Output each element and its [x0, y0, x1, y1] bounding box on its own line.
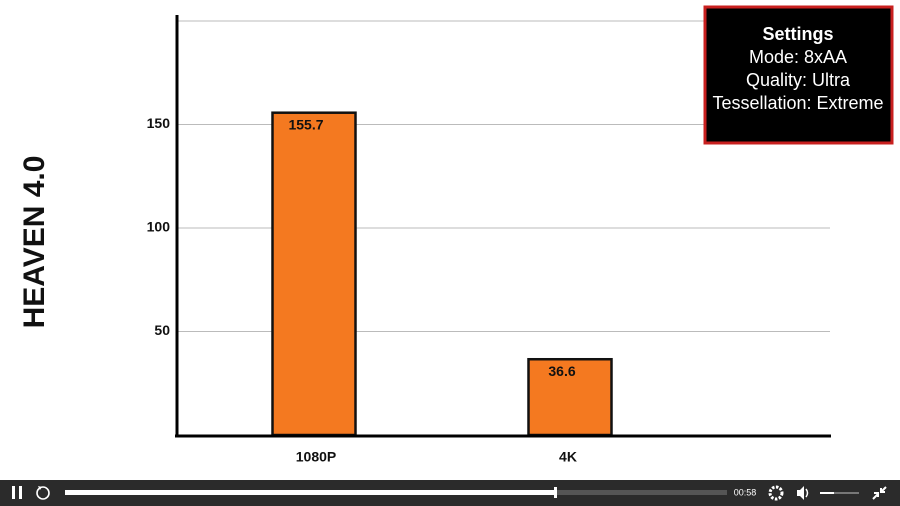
settings-background: [703, 5, 894, 145]
bar: [527, 357, 613, 437]
current-time: 00:58: [734, 487, 757, 497]
plot: 50 100 150 1080P 155.7 4K 36.6: [147, 20, 830, 465]
y-tick-label: 150: [147, 115, 171, 131]
volume-button[interactable]: [797, 486, 809, 500]
settings-box: Settings Mode: 8xAA Quality: Ultra Tesse…: [703, 5, 894, 145]
value-label: 155.7: [288, 116, 323, 132]
value-label: 36.6: [548, 363, 575, 379]
x-tick-label: 4K: [559, 449, 577, 465]
volume-track[interactable]: [820, 492, 859, 494]
y-tick-label: 100: [147, 219, 171, 235]
x-tick-label: 1080P: [296, 449, 336, 465]
settings-line: Tessellation: Extreme: [712, 93, 883, 113]
volume-level: [820, 492, 834, 494]
settings-button[interactable]: [768, 485, 784, 501]
rewind-button[interactable]: [36, 486, 50, 500]
settings-line: Mode: 8xAA: [749, 47, 847, 67]
settings-title: Settings: [762, 24, 833, 44]
pause-button[interactable]: [12, 486, 22, 499]
player-controls: 00:58: [0, 480, 900, 506]
y-tick-label: 50: [154, 322, 170, 338]
chart-title: HEAVEN 4.0: [18, 156, 51, 329]
progress-played: [65, 490, 556, 495]
bar: [271, 111, 357, 437]
exit-fullscreen-button[interactable]: [872, 486, 887, 500]
progress-handle[interactable]: [554, 487, 557, 498]
settings-line: Quality: Ultra: [746, 70, 851, 90]
